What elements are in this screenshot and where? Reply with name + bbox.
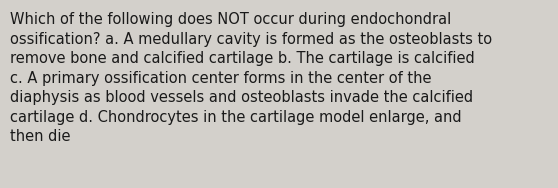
Text: Which of the following does NOT occur during endochondral
ossification? a. A med: Which of the following does NOT occur du… (10, 12, 492, 144)
